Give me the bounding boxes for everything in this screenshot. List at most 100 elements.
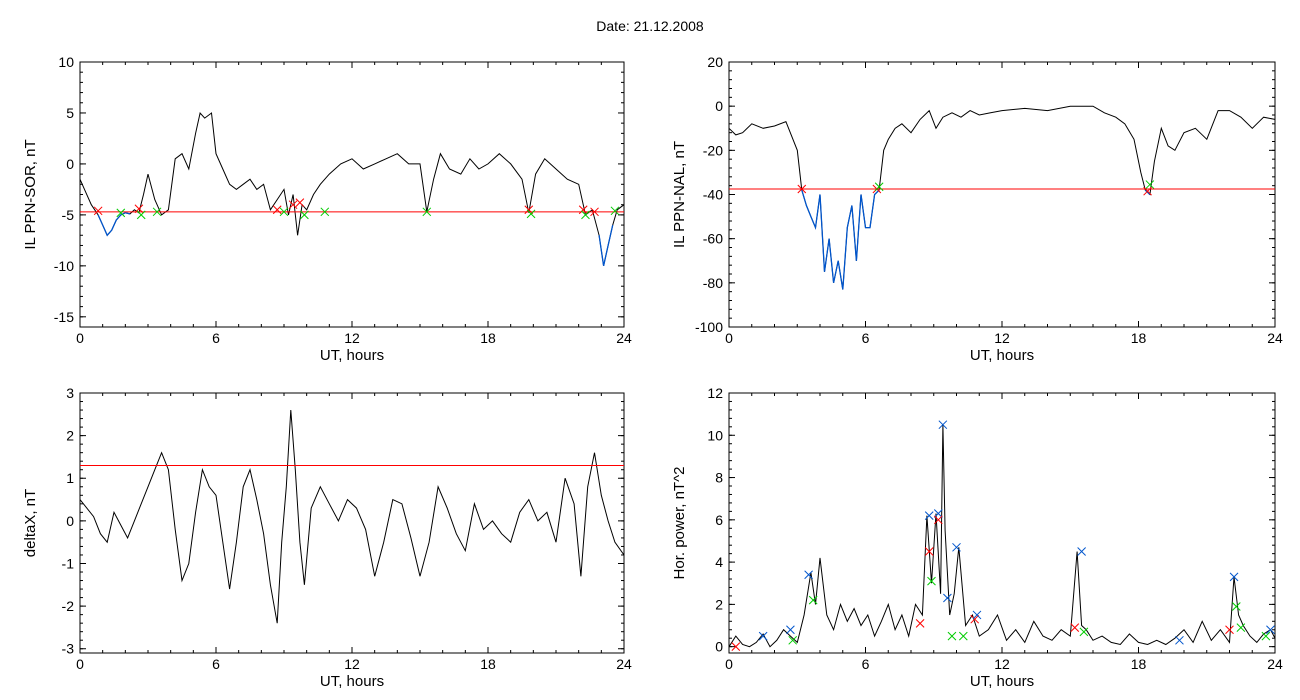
cross-stroke: [136, 210, 146, 220]
cross-marker: [1175, 635, 1184, 645]
cross-stroke: [933, 515, 943, 525]
y-tick-label: -10: [54, 258, 74, 274]
cross-marker: [1229, 572, 1239, 582]
cross-marker: [808, 595, 818, 605]
cross-stroke: [947, 631, 957, 641]
cross-marker: [152, 207, 162, 217]
cross-marker: [1079, 627, 1089, 637]
y-tick-label: -15: [54, 309, 74, 325]
cross-marker: [1266, 625, 1275, 635]
x-tick-label: 0: [725, 656, 733, 672]
y-axis-label: IL PPN-SOR, nT: [22, 139, 39, 249]
y-tick-label: -3: [62, 641, 75, 657]
cross-marker: [1261, 631, 1271, 641]
cross-stroke: [1077, 547, 1086, 556]
cross-stroke: [422, 207, 432, 217]
cross-stroke: [1229, 572, 1239, 582]
cross-stroke: [526, 209, 536, 219]
cross-marker: [295, 198, 305, 208]
cross-stroke: [958, 631, 968, 641]
x-tick-label: 18: [480, 656, 496, 672]
plot-frame: [79, 392, 625, 654]
cross-stroke: [1236, 623, 1246, 632]
series-below-threshold: [598, 224, 614, 266]
cross-stroke: [943, 593, 952, 603]
y-axis-label: Hor. power, nT^2: [671, 467, 688, 580]
y-tick-label: 2: [715, 596, 723, 612]
plot-frame: [728, 61, 1276, 328]
cross-stroke: [578, 205, 588, 215]
chart-date-title: Date: 21.12.2008: [596, 18, 704, 34]
cross-marker: [1236, 623, 1246, 632]
cross-stroke: [590, 207, 599, 217]
cross-stroke: [1266, 625, 1275, 635]
cross-marker: [422, 207, 432, 217]
cross-marker: [924, 511, 934, 520]
series-below-threshold: [1144, 189, 1151, 195]
cross-stroke: [927, 576, 936, 586]
cross-stroke: [972, 610, 982, 620]
x-axis-label: UT, hours: [970, 673, 1034, 690]
x-tick-label: 18: [480, 330, 496, 346]
x-tick-label: 0: [76, 656, 84, 672]
cross-marker: [915, 619, 925, 628]
cross-marker: [578, 205, 588, 215]
cross-marker: [93, 206, 103, 216]
cross-marker: [1225, 625, 1234, 635]
series-below-threshold: [801, 189, 880, 290]
x-tick-label: 0: [725, 330, 733, 346]
cross-marker: [952, 542, 961, 552]
x-tick-label: 12: [994, 330, 1010, 346]
cross-stroke: [731, 642, 741, 652]
data-group: [729, 420, 1275, 652]
cross-stroke: [524, 205, 534, 215]
cross-stroke: [1143, 186, 1152, 196]
y-tick-label: 3: [66, 385, 74, 401]
x-tick-label: 6: [862, 656, 870, 672]
data-group: [80, 409, 624, 624]
plot-frame: [728, 392, 1276, 654]
y-tick-label: 0: [715, 98, 723, 114]
x-tick-label: 18: [1131, 330, 1147, 346]
cross-marker: [1145, 180, 1155, 189]
data-group: [729, 105, 1275, 290]
cross-stroke: [915, 619, 925, 628]
cross-marker: [526, 209, 536, 219]
cross-stroke: [272, 205, 282, 215]
y-tick-label: 5: [66, 105, 74, 121]
y-tick-label: 10: [707, 427, 723, 443]
y-tick-label: -5: [62, 207, 75, 223]
y-tick-label: -40: [703, 187, 723, 203]
series-line: [729, 424, 1275, 648]
x-tick-label: 18: [1131, 656, 1147, 672]
plot-frame: [79, 61, 625, 328]
cross-marker: [134, 204, 144, 214]
series-below-threshold: [97, 212, 131, 237]
cross-marker: [1077, 547, 1086, 556]
cross-stroke: [288, 200, 298, 210]
y-axis-label: deltaX, nT: [22, 489, 39, 557]
cross-stroke: [786, 625, 795, 635]
x-tick-label: 6: [212, 656, 220, 672]
cross-marker: [970, 614, 980, 624]
cross-marker: [933, 509, 943, 518]
cross-marker: [933, 515, 943, 525]
y-tick-label: -60: [703, 231, 723, 247]
cross-marker: [972, 610, 982, 620]
cross-marker: [272, 205, 282, 215]
cross-marker: [320, 207, 330, 217]
cross-marker: [786, 625, 795, 635]
cross-stroke: [581, 210, 590, 220]
x-tick-label: 24: [616, 330, 632, 346]
series-line: [729, 105, 1275, 290]
cross-stroke: [610, 206, 620, 216]
cross-marker: [288, 200, 298, 210]
y-tick-label: -1: [62, 555, 75, 571]
cross-stroke: [938, 420, 948, 430]
cross-marker: [797, 184, 807, 194]
y-tick-label: 20: [707, 54, 723, 70]
cross-marker: [731, 642, 741, 652]
cross-stroke: [1261, 631, 1271, 641]
